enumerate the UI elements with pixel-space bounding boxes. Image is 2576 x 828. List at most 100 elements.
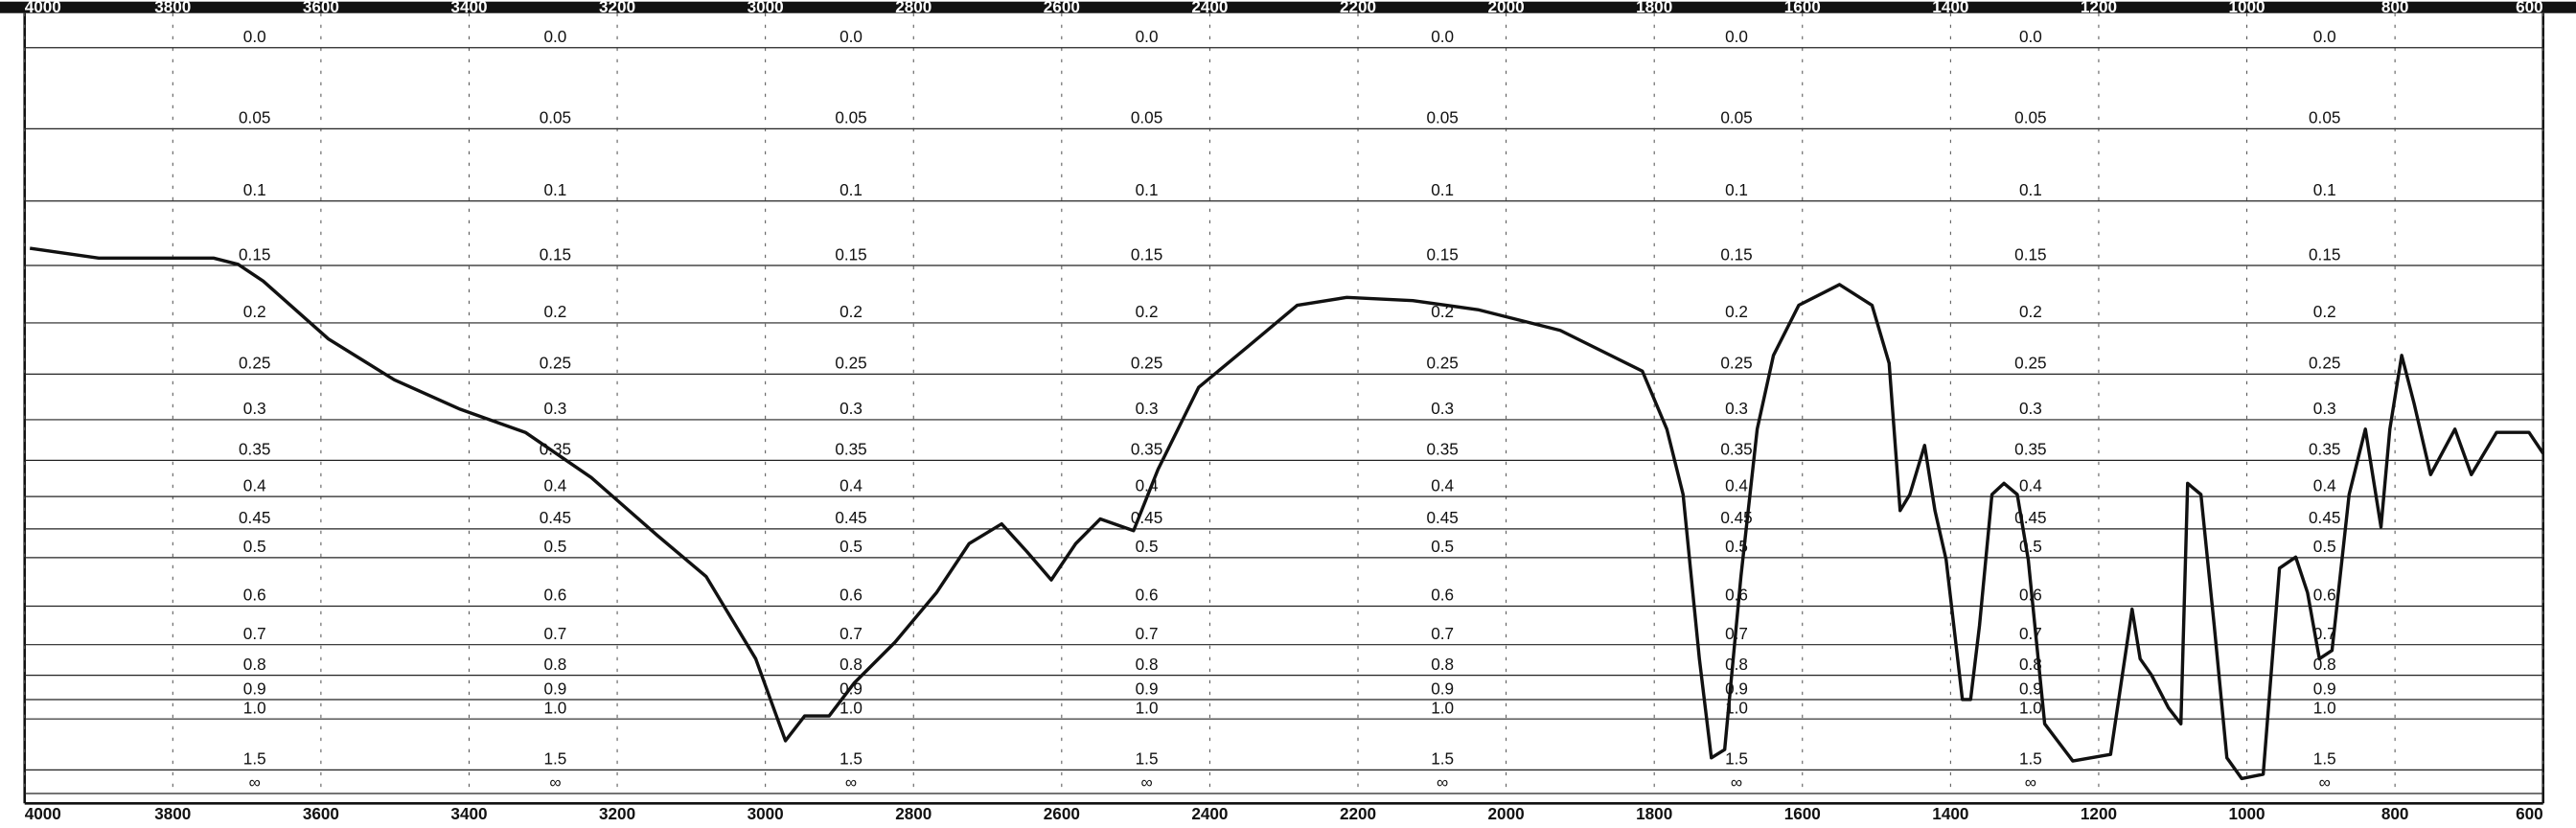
- y-tick-label: 1.5: [1431, 749, 1454, 769]
- x-tick-label: 1800: [1636, 804, 1672, 823]
- y-tick-label: 0.35: [540, 440, 571, 459]
- x-tick-label: 4000: [25, 804, 61, 823]
- x-tick-label-top: 2800: [895, 0, 932, 16]
- y-tick-label: 1.5: [1136, 749, 1159, 769]
- y-tick-label: 0.1: [1136, 180, 1159, 199]
- y-tick-label: 0.7: [840, 624, 862, 643]
- y-tick-label: 0.1: [1431, 180, 1454, 199]
- y-tick-label: 1.0: [2019, 698, 2042, 717]
- y-tick-label: 0.1: [840, 180, 862, 199]
- x-tick-label: 600: [2516, 804, 2543, 823]
- y-tick-label: 0.15: [239, 244, 270, 264]
- y-tick-label: 0.5: [1431, 537, 1454, 556]
- y-tick-label: 0.15: [1720, 244, 1752, 264]
- top-band: [0, 1, 2576, 13]
- y-tick-label: 0.0: [2019, 27, 2042, 46]
- y-tick-label: 0.1: [544, 180, 567, 199]
- y-tick-label: 0.15: [2014, 244, 2046, 264]
- y-tick-label: 0.4: [243, 475, 266, 494]
- x-tick-label: 2800: [895, 804, 932, 823]
- y-tick-label: 1.5: [2313, 749, 2336, 769]
- y-tick-label: 1.5: [243, 749, 266, 769]
- y-tick-label: ∞: [249, 772, 261, 792]
- y-tick-label: 0.4: [2019, 475, 2042, 494]
- y-tick-label: 0.8: [544, 655, 567, 674]
- y-tick-label: 0.15: [1426, 244, 1458, 264]
- x-tick-label: 1000: [2228, 804, 2265, 823]
- y-tick-label: 0.15: [2309, 244, 2340, 264]
- y-tick-label: 0.35: [239, 440, 270, 459]
- y-tick-label: 0.3: [243, 399, 266, 418]
- y-tick-label: 0.35: [835, 440, 866, 459]
- y-tick-label: 0.7: [243, 624, 266, 643]
- y-tick-label: ∞: [2025, 772, 2036, 792]
- y-tick-label: 0.05: [835, 108, 866, 127]
- y-tick-label: 0.8: [243, 655, 266, 674]
- y-tick-label: 0.7: [2019, 624, 2042, 643]
- x-tick-label-top: 1200: [2081, 0, 2117, 16]
- y-tick-label: 0.45: [1426, 508, 1458, 527]
- y-tick-label: 0.6: [840, 586, 862, 605]
- x-tick-label-top: 3600: [303, 0, 339, 16]
- y-tick-label: 0.6: [243, 586, 266, 605]
- y-tick-label: 0.35: [2309, 440, 2340, 459]
- y-tick-label: 0.7: [2313, 624, 2336, 643]
- y-tick-label: 0.7: [544, 624, 567, 643]
- y-tick-label: 0.0: [1431, 27, 1454, 46]
- y-tick-label: 0.05: [1426, 108, 1458, 127]
- y-tick-label: 0.25: [2309, 354, 2340, 373]
- y-tick-label: 0.35: [1426, 440, 1458, 459]
- y-tick-label: ∞: [845, 772, 857, 792]
- y-tick-label: 0.2: [840, 302, 862, 321]
- y-tick-label: 0.2: [1725, 302, 1748, 321]
- y-tick-label: 1.0: [243, 698, 266, 717]
- y-tick-label: 0.35: [2014, 440, 2046, 459]
- y-tick-label: 0.15: [1131, 244, 1162, 264]
- y-tick-label: 0.05: [2014, 108, 2046, 127]
- y-tick-label: 0.2: [1136, 302, 1159, 321]
- y-tick-label: 0.25: [1720, 354, 1752, 373]
- y-tick-label: ∞: [1437, 772, 1448, 792]
- y-tick-label: 0.1: [2019, 180, 2042, 199]
- y-tick-label: 0.0: [1725, 27, 1748, 46]
- y-tick-label: 0.4: [840, 475, 862, 494]
- y-tick-label: 0.15: [835, 244, 866, 264]
- y-tick-label: ∞: [1731, 772, 1742, 792]
- y-tick-label: 0.8: [1725, 655, 1748, 674]
- y-tick-label: 0.45: [2309, 508, 2340, 527]
- y-tick-label: 0.0: [544, 27, 567, 46]
- x-tick-label-top: 4000: [25, 0, 61, 16]
- y-tick-label: 0.6: [2313, 586, 2336, 605]
- y-tick-label: 0.3: [544, 399, 567, 418]
- x-tick-label: 2600: [1044, 804, 1080, 823]
- y-tick-label: 0.45: [540, 508, 571, 527]
- x-tick-label: 3200: [599, 804, 635, 823]
- x-tick-label-top: 3200: [599, 0, 635, 16]
- y-tick-label: 0.25: [540, 354, 571, 373]
- y-tick-label: 0.9: [544, 678, 567, 698]
- y-tick-label: 0.25: [1426, 354, 1458, 373]
- y-tick-label: 1.0: [544, 698, 567, 717]
- y-tick-label: 0.5: [243, 537, 266, 556]
- x-tick-label-top: 1400: [1932, 0, 1968, 16]
- x-tick-label: 1200: [2081, 804, 2117, 823]
- y-tick-label: 0.9: [1431, 678, 1454, 698]
- x-tick-label-top: 600: [2516, 0, 2543, 16]
- y-tick-label: 0.45: [1720, 508, 1752, 527]
- y-tick-label: 0.7: [1431, 624, 1454, 643]
- y-tick-label: 0.8: [840, 655, 862, 674]
- x-tick-label: 2400: [1191, 804, 1228, 823]
- y-tick-label: 0.9: [1136, 678, 1159, 698]
- y-tick-label: 0.8: [1136, 655, 1159, 674]
- y-tick-label: 0.2: [2019, 302, 2042, 321]
- x-tick-label: 3800: [154, 804, 191, 823]
- y-tick-label: 0.5: [2019, 537, 2042, 556]
- y-tick-label: 0.05: [1131, 108, 1162, 127]
- y-tick-label: 0.45: [239, 508, 270, 527]
- y-tick-label: 0.0: [1136, 27, 1159, 46]
- x-tick-label: 800: [2381, 804, 2409, 823]
- y-tick-label: 0.35: [1720, 440, 1752, 459]
- y-tick-label: 1.5: [840, 749, 862, 769]
